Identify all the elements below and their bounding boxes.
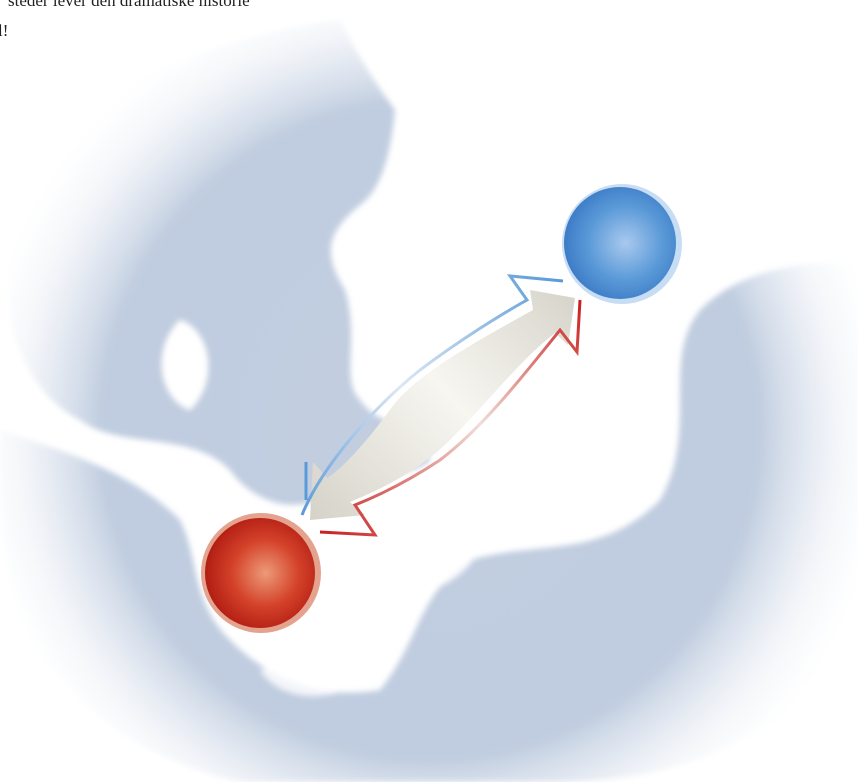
caption-line: l!	[0, 21, 8, 40]
exchange-arrow	[310, 290, 575, 520]
caption-line: steder lever den dramatiske historie	[8, 0, 250, 10]
blue-circle	[564, 187, 676, 299]
red-arrow	[319, 299, 582, 537]
blue-arrow	[300, 274, 564, 516]
red-circle	[205, 518, 315, 628]
land	[0, 20, 858, 782]
